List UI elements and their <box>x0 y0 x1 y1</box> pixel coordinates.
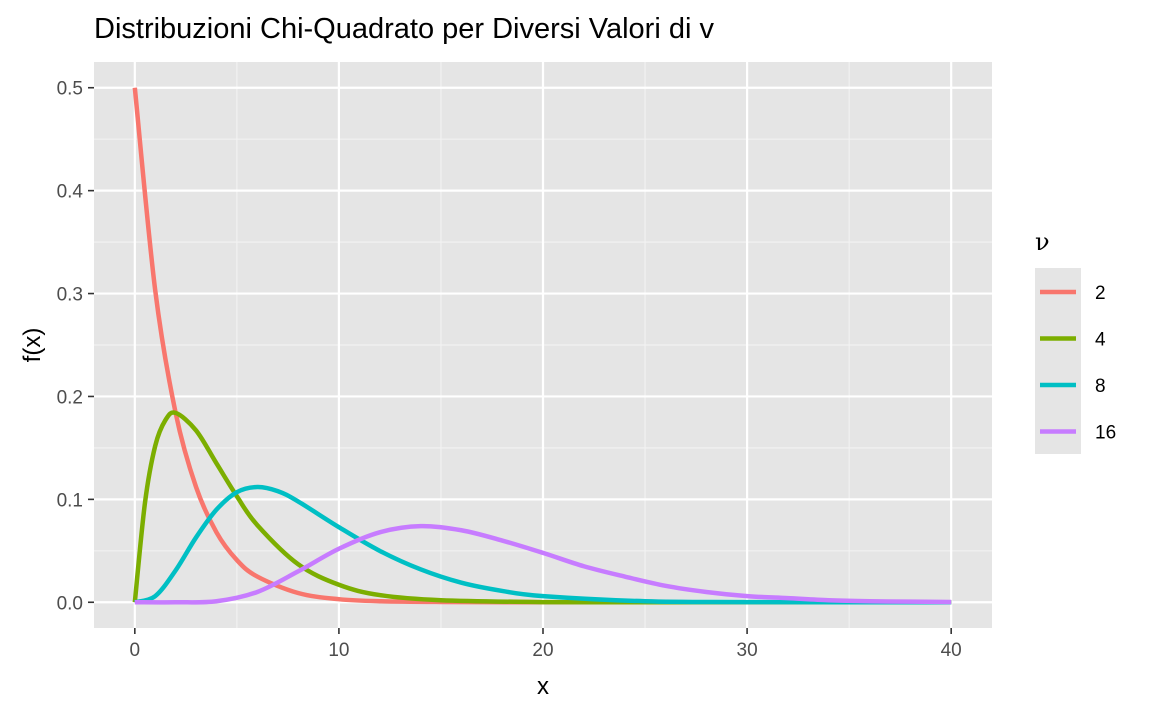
legend-key-background <box>1035 268 1081 454</box>
y-tick-label: 0.3 <box>57 285 83 306</box>
x-axis-title: x <box>537 673 549 700</box>
series-line-16 <box>134 523 952 605</box>
x-tick-label: 0 <box>130 640 141 661</box>
y-axis: 0.0 0.1 0.2 0.3 0.4 0.5 <box>57 79 94 614</box>
y-axis-title: f(x) <box>19 328 46 363</box>
legend-label-4: 4 <box>1095 330 1106 351</box>
legend: ν 2 4 8 16 <box>1035 228 1116 454</box>
x-axis: 0 10 20 30 40 <box>130 628 962 661</box>
chart-title: Distribuzioni Chi-Quadrato per Diversi V… <box>94 13 714 45</box>
series-line-8 <box>134 484 952 605</box>
legend-label-2: 2 <box>1095 283 1106 304</box>
y-tick-label: 0.1 <box>57 490 83 511</box>
x-tick-label: 40 <box>941 640 962 661</box>
legend-label-8: 8 <box>1095 376 1106 397</box>
y-tick-label: 0.2 <box>57 387 83 408</box>
y-tick-label: 0.5 <box>57 79 83 100</box>
x-tick-label: 20 <box>532 640 553 661</box>
legend-label-16: 16 <box>1095 423 1116 444</box>
series-lines <box>132 87 952 605</box>
legend-title: ν <box>1035 228 1050 256</box>
x-tick-label: 30 <box>737 640 758 661</box>
y-tick-label: 0.0 <box>57 593 83 614</box>
y-tick-label: 0.4 <box>57 182 84 203</box>
x-tick-label: 10 <box>328 640 349 661</box>
